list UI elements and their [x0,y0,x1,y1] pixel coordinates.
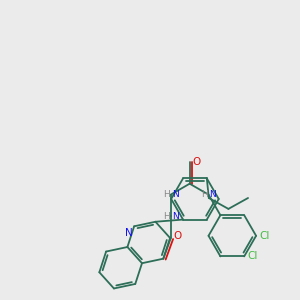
Text: N: N [125,228,133,238]
Text: Cl: Cl [247,251,257,261]
Text: O: O [193,157,201,167]
Text: N: N [172,212,178,221]
Text: N: N [172,190,178,199]
Text: O: O [174,231,182,241]
Text: H: H [163,212,170,221]
Text: N: N [209,190,216,199]
Text: Cl: Cl [259,231,269,241]
Text: H: H [163,190,170,199]
Text: H: H [201,190,208,199]
